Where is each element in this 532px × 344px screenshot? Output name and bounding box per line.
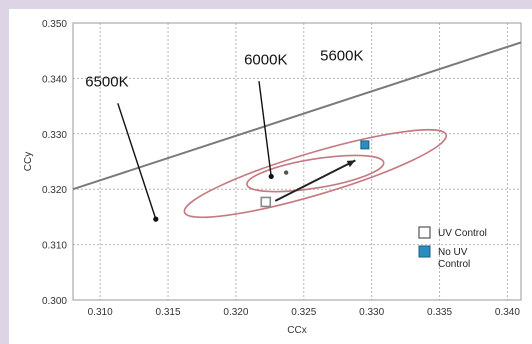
y-tick-label: 0.340 [42,74,67,85]
shift-arrow-head [346,160,356,168]
shift-arrow-line [274,159,356,202]
reference-line [73,41,521,191]
x-tick-label: 0.340 [495,307,520,318]
x-tick-label: 0.330 [359,307,384,318]
y-tick-label: 0.320 [42,185,67,196]
x-tick-label: 0.310 [88,307,113,318]
y-tick-label: 0.300 [42,296,67,307]
annotations: 6500K 6000K 5600K [85,48,363,222]
macadam-ellipse [246,154,385,193]
annotation-pointer [258,81,272,177]
x-tick-label: 0.320 [223,307,248,318]
legend-swatch-hollow [418,226,431,239]
annotation-pointer [117,103,157,220]
legend-swatch-filled [418,245,431,258]
uv-control-marker [260,196,272,208]
legend-label: No UV [438,247,468,258]
cct-annotation-label: 6500K [85,74,128,91]
x-tick-label: 0.315 [156,307,181,318]
cct-annotation-label: 6000K [244,52,287,69]
annotation-pointer-dot [268,173,274,180]
y-axis-title: CCy [23,152,34,171]
y-tick-label: 0.310 [42,241,67,252]
x-tick-label: 0.325 [291,307,316,318]
x-tick-label: 0.335 [427,307,452,318]
macadam-ellipse [183,128,448,219]
axes: 0.310 0.315 0.320 0.325 0.330 0.335 0.340 0.300… [23,19,522,336]
legend-label: UV Control [438,228,487,239]
intermediate-point [283,170,289,175]
y-tick-label: 0.350 [42,19,67,30]
chart-svg: 0.310 0.315 0.320 0.325 0.330 0.335 0.340 0.300… [23,19,522,336]
y-tick-label: 0.330 [42,130,67,141]
cct-annotation-label: 5600K [320,48,363,65]
no-uv-control-marker [360,140,370,150]
x-axis-title: CCx [287,325,306,336]
plot-data [73,41,521,219]
legend-label: Control [438,259,470,270]
chart-frame: 0.310 0.315 0.320 0.325 0.330 0.335 0.340 0.300… [9,9,532,344]
plot-border [72,22,522,301]
annotation-pointer-dot [153,216,159,222]
